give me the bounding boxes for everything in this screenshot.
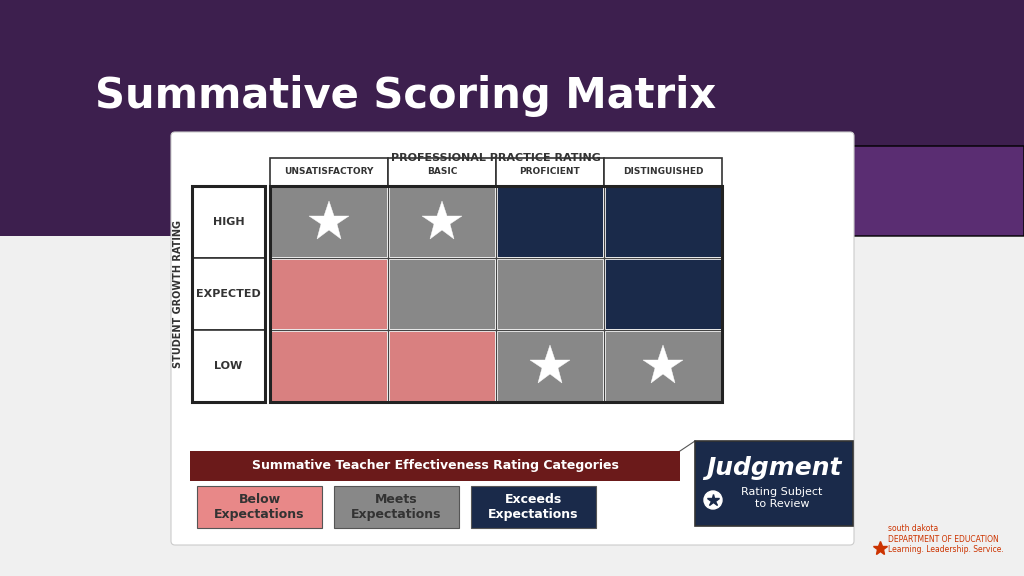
Bar [193, 330, 265, 402]
Bar [388, 330, 496, 402]
Bar [197, 486, 322, 528]
Bar [604, 186, 722, 258]
Bar [193, 186, 265, 258]
Bar [388, 258, 496, 330]
Text: south dakota
DEPARTMENT OF EDUCATION
Learning. Leadership. Service.: south dakota DEPARTMENT OF EDUCATION Lea… [888, 524, 1004, 554]
Bar [334, 486, 459, 528]
Circle shape [705, 491, 722, 509]
Bar [496, 330, 604, 402]
Bar [496, 158, 604, 186]
Bar [388, 186, 496, 258]
Bar [496, 258, 604, 330]
Text: LOW: LOW [214, 361, 243, 371]
Text: Summative Scoring Matrix: Summative Scoring Matrix [95, 75, 716, 117]
Text: BASIC: BASIC [427, 168, 457, 176]
Bar [695, 441, 853, 526]
Bar [190, 451, 680, 481]
FancyBboxPatch shape [810, 146, 1024, 236]
FancyBboxPatch shape [171, 132, 854, 545]
Bar [270, 186, 722, 402]
Bar [270, 158, 388, 186]
Text: STUDENT GROWTH RATING: STUDENT GROWTH RATING [173, 220, 183, 368]
Bar [604, 186, 722, 258]
Text: HIGH: HIGH [213, 217, 245, 227]
Bar [388, 158, 496, 186]
Bar [496, 330, 604, 402]
Bar [604, 330, 722, 402]
Text: Judgment: Judgment [707, 456, 842, 480]
Bar [604, 258, 722, 330]
Text: Meets
Expectations: Meets Expectations [351, 493, 441, 521]
Bar [604, 258, 722, 330]
Bar [388, 186, 496, 258]
Bar [0, 146, 1024, 576]
Bar [193, 258, 265, 330]
Bar [0, 146, 185, 236]
Bar [604, 330, 722, 402]
Bar [604, 158, 722, 186]
Bar [270, 330, 388, 402]
Text: Rating Subject
to Review: Rating Subject to Review [741, 487, 822, 509]
Text: PROFESSIONAL PRACTICE RATING: PROFESSIONAL PRACTICE RATING [391, 153, 601, 163]
Text: DISTINGUISHED: DISTINGUISHED [623, 168, 703, 176]
Bar [496, 258, 604, 330]
Bar [0, 0, 1024, 186]
Bar [193, 186, 265, 402]
Bar [270, 330, 388, 402]
Bar [270, 186, 388, 258]
Text: Below
Expectations: Below Expectations [214, 493, 305, 521]
Bar [388, 330, 496, 402]
Bar [270, 186, 388, 258]
Text: Summative Teacher Effectiveness Rating Categories: Summative Teacher Effectiveness Rating C… [252, 460, 618, 472]
Bar [270, 258, 388, 330]
Text: UNSATISFACTORY: UNSATISFACTORY [285, 168, 374, 176]
Text: PROFICIENT: PROFICIENT [519, 168, 581, 176]
Bar [471, 486, 596, 528]
Bar [496, 186, 604, 258]
Text: Exceeds
Expectations: Exceeds Expectations [488, 493, 579, 521]
Text: EXPECTED: EXPECTED [197, 289, 261, 299]
Bar [270, 258, 388, 330]
Bar [388, 258, 496, 330]
Bar [496, 186, 604, 258]
